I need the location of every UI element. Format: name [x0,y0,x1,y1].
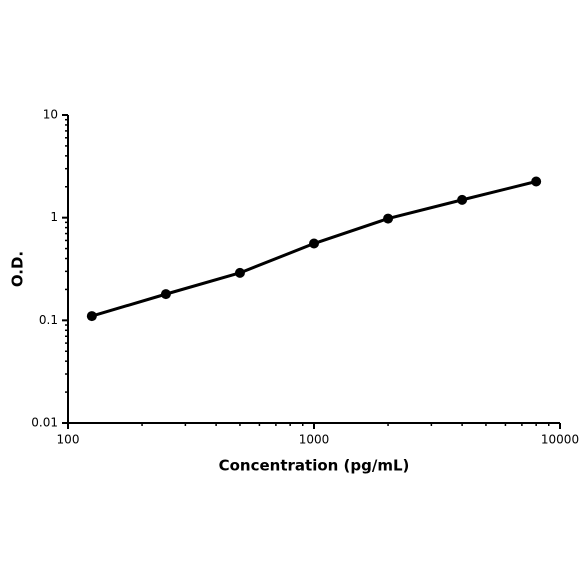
x-axis-title: Concentration (pg/mL) [219,457,410,475]
x-tick-label: 100 [57,433,80,447]
marker [160,289,171,300]
marker [86,311,97,322]
y-axis-title: O.D. [9,251,27,287]
y-tick-label: 1 [50,210,58,224]
x-tick-label: 10000 [541,433,579,447]
x-tick-label: 1000 [299,433,330,447]
y-tick-label: 10 [43,108,58,122]
marker [457,194,468,205]
marker [531,176,542,187]
y-tick-label: 0.01 [31,416,58,430]
marker [234,267,245,278]
marker [309,238,319,249]
y-tick-label: 0.1 [39,313,58,327]
marker [383,213,394,224]
line [91,180,537,318]
